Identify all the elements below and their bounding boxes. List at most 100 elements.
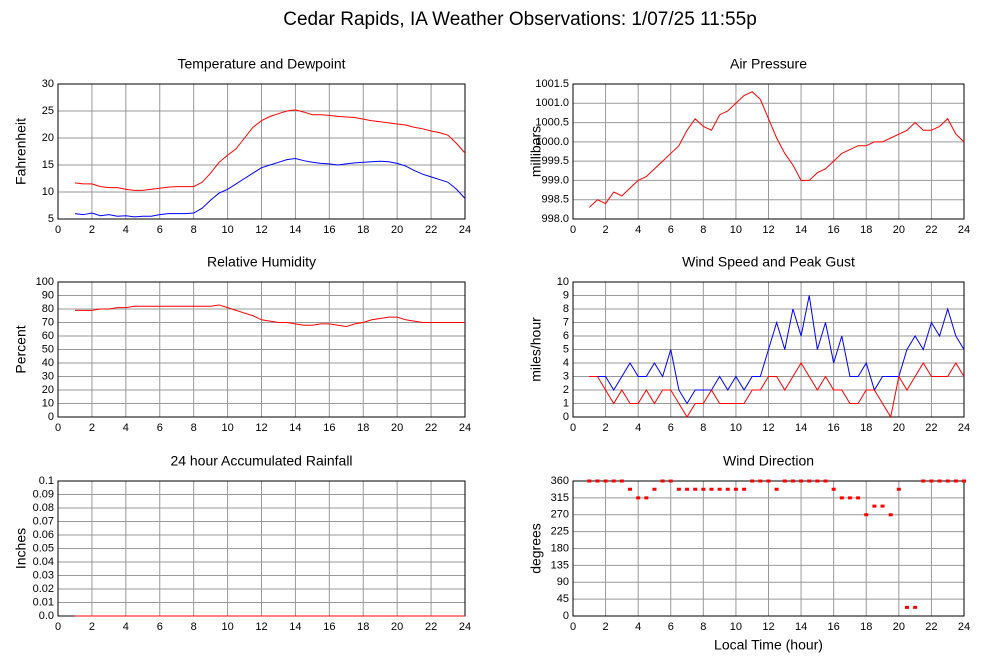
data-point bbox=[913, 605, 918, 609]
data-point bbox=[831, 487, 836, 491]
y-tick-label: 0.1 bbox=[39, 475, 54, 487]
x-tick-label: 20 bbox=[391, 224, 403, 236]
y-tick-label: 0.05 bbox=[33, 542, 54, 554]
data-point bbox=[799, 479, 804, 483]
x-tick-label: 16 bbox=[828, 224, 840, 236]
x-tick-label: 4 bbox=[123, 224, 129, 236]
y-tick-label: 10 bbox=[42, 397, 54, 409]
data-point bbox=[701, 487, 706, 491]
x-tick-label: 24 bbox=[459, 224, 471, 236]
x-tick-label: 4 bbox=[635, 422, 641, 434]
x-tick-label: 18 bbox=[860, 621, 872, 633]
page-title: Cedar Rapids, IA Weather Observations: 1… bbox=[283, 9, 757, 30]
y-tick-label: 80 bbox=[42, 303, 54, 315]
x-tick-label: 8 bbox=[191, 621, 197, 633]
y-tick-label: 225 bbox=[551, 526, 569, 538]
chart-title: Temperature and Dewpoint bbox=[177, 56, 345, 72]
y-tick-label: 0 bbox=[563, 411, 569, 423]
chart-title: Wind Speed and Peak Gust bbox=[682, 254, 855, 270]
x-tick-label: 2 bbox=[603, 224, 609, 236]
y-tick-label: 1000.5 bbox=[535, 116, 569, 128]
data-point bbox=[807, 479, 812, 483]
data-point bbox=[693, 487, 698, 491]
x-tick-label: 0 bbox=[55, 224, 61, 236]
series-line bbox=[74, 304, 465, 328]
y-axis-label: degrees bbox=[528, 523, 544, 574]
data-point bbox=[782, 479, 787, 483]
x-tick-label: 22 bbox=[425, 621, 437, 633]
x-tick-label: 0 bbox=[570, 422, 576, 434]
x-tick-label: 16 bbox=[323, 621, 335, 633]
x-tick-label: 2 bbox=[89, 621, 95, 633]
y-tick-label: 1000.0 bbox=[535, 136, 569, 148]
x-tick-label: 22 bbox=[425, 224, 437, 236]
data-point bbox=[962, 479, 966, 483]
data-point bbox=[742, 487, 747, 491]
series-line bbox=[74, 109, 466, 191]
series-line bbox=[588, 91, 965, 208]
x-tick-label: 6 bbox=[668, 621, 674, 633]
x-tick-label: 24 bbox=[459, 422, 471, 434]
data-point bbox=[790, 479, 795, 483]
y-tick-label: 3 bbox=[563, 370, 569, 382]
y-tick-label: 7 bbox=[563, 316, 569, 328]
y-tick-label: 135 bbox=[551, 559, 569, 571]
x-tick-label: 10 bbox=[221, 621, 233, 633]
chart-title: Relative Humidity bbox=[207, 254, 316, 270]
y-tick-label: 50 bbox=[42, 343, 54, 355]
x-tick-label: 20 bbox=[391, 422, 403, 434]
x-tick-label: 18 bbox=[357, 621, 369, 633]
x-tick-label: 24 bbox=[958, 224, 970, 236]
data-point bbox=[652, 487, 657, 491]
x-tick-label: 12 bbox=[762, 422, 774, 434]
y-tick-label: 1001.5 bbox=[535, 78, 569, 90]
x-tick-label: 22 bbox=[925, 621, 937, 633]
y-tick-label: 90 bbox=[42, 289, 54, 301]
x-tick-label: 12 bbox=[762, 621, 774, 633]
y-tick-label: 180 bbox=[551, 542, 569, 554]
y-tick-label: 998.5 bbox=[541, 194, 569, 206]
x-tick-label: 18 bbox=[357, 224, 369, 236]
x-tick-label: 6 bbox=[668, 422, 674, 434]
data-point bbox=[685, 487, 690, 491]
y-axis-label: Inches bbox=[13, 528, 29, 569]
x-tick-label: 18 bbox=[860, 422, 872, 434]
x-tick-label: 10 bbox=[730, 224, 742, 236]
data-point bbox=[953, 479, 958, 483]
x-tick-label: 16 bbox=[323, 224, 335, 236]
x-tick-label: 16 bbox=[828, 621, 840, 633]
x-tick-label: 24 bbox=[459, 621, 471, 633]
y-tick-label: 0.02 bbox=[33, 583, 54, 595]
y-tick-label: 20 bbox=[42, 384, 54, 396]
data-point bbox=[628, 487, 633, 491]
plot-frame bbox=[57, 281, 466, 418]
y-tick-label: 999.5 bbox=[541, 155, 569, 167]
data-point bbox=[717, 487, 722, 491]
y-tick-label: 270 bbox=[551, 509, 569, 521]
x-tick-label: 22 bbox=[425, 422, 437, 434]
x-tick-label: 0 bbox=[570, 621, 576, 633]
data-point bbox=[774, 487, 779, 491]
x-tick-label: 16 bbox=[828, 422, 840, 434]
data-point bbox=[733, 487, 738, 491]
x-tick-label: 2 bbox=[603, 621, 609, 633]
y-tick-label: 25 bbox=[42, 105, 54, 117]
x-tick-label: 0 bbox=[570, 224, 576, 236]
data-point bbox=[839, 496, 844, 500]
y-tick-label: 315 bbox=[551, 492, 569, 504]
series-line bbox=[589, 295, 965, 405]
y-tick-label: 0.08 bbox=[33, 502, 54, 514]
x-axis-label: Local Time (hour) bbox=[714, 637, 823, 653]
x-tick-label: 10 bbox=[221, 422, 233, 434]
y-tick-label: 4 bbox=[563, 357, 569, 369]
chart-title: Wind Direction bbox=[723, 453, 814, 469]
data-point bbox=[880, 504, 885, 508]
x-tick-label: 4 bbox=[123, 621, 129, 633]
y-tick-label: 0.09 bbox=[33, 488, 54, 500]
x-tick-label: 8 bbox=[700, 422, 706, 434]
x-tick-label: 6 bbox=[157, 224, 163, 236]
y-tick-label: 15 bbox=[42, 159, 54, 171]
data-point bbox=[750, 479, 755, 483]
data-point bbox=[676, 487, 681, 491]
chart-title: 24 hour Accumulated Rainfall bbox=[170, 453, 352, 469]
